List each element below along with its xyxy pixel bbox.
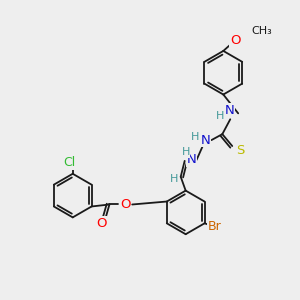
Text: O: O	[120, 198, 130, 211]
Text: Br: Br	[208, 220, 221, 233]
Text: N: N	[201, 134, 210, 147]
Text: N: N	[224, 104, 234, 117]
Text: O: O	[230, 34, 241, 46]
Text: H: H	[182, 147, 190, 157]
Text: O: O	[96, 217, 107, 230]
Text: H: H	[216, 111, 224, 121]
Text: Cl: Cl	[64, 156, 76, 170]
Text: N: N	[187, 153, 196, 167]
Text: S: S	[236, 143, 244, 157]
Text: H: H	[190, 132, 199, 142]
Text: CH₃: CH₃	[251, 26, 272, 36]
Text: H: H	[169, 174, 178, 184]
